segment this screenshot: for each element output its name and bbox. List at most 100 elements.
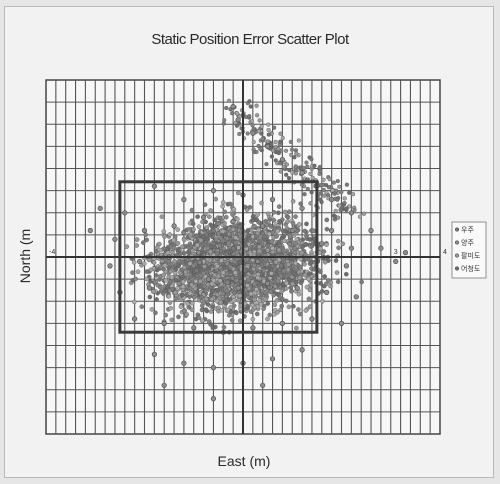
scatter-dot — [268, 289, 274, 295]
scatter-dot — [252, 281, 257, 287]
data-point — [235, 117, 241, 123]
data-point — [97, 205, 103, 211]
scatter-dot — [163, 269, 169, 275]
x-tick-label: -4 — [49, 249, 55, 256]
scatter-dot — [235, 111, 240, 116]
legend-marker — [454, 266, 460, 271]
scatter-dot — [257, 244, 262, 250]
scatter-dot — [155, 282, 160, 288]
scatter-dot — [300, 244, 306, 249]
data-point — [181, 196, 187, 203]
scatter-dot — [226, 240, 232, 246]
scatter-dot — [169, 287, 175, 292]
scatter-dot — [210, 304, 215, 310]
scatter-dot — [172, 290, 178, 296]
scatter-dot — [293, 171, 298, 176]
data-point — [141, 227, 148, 234]
scatter-dot — [287, 167, 292, 173]
scatter-dot — [293, 164, 298, 169]
scatter-dot — [194, 242, 200, 248]
scatter-dot — [335, 197, 340, 202]
scatter-dot — [221, 121, 226, 126]
scatter-dot — [141, 261, 147, 266]
x-tick-labels: -4 3 4 — [49, 249, 447, 256]
scatter-dot — [310, 175, 315, 180]
scatter-dot — [284, 172, 289, 177]
scatter-dot — [276, 291, 282, 297]
scatter-dot — [172, 259, 177, 264]
scatter-dot — [147, 294, 153, 300]
scatter-dot — [230, 275, 235, 281]
scatter-dot — [273, 139, 278, 144]
scatter-dot — [302, 261, 307, 267]
scatter-dot — [269, 239, 274, 244]
scatter-dot — [229, 317, 235, 323]
data-point — [260, 382, 266, 388]
legend-marker — [454, 240, 460, 245]
scatter-dot — [224, 236, 230, 241]
scatter-dot — [342, 201, 347, 206]
scatter-dot — [228, 304, 233, 310]
scatter-dot — [289, 147, 295, 152]
data-point — [338, 320, 345, 327]
scatter-dot — [221, 246, 227, 251]
scatter-dot — [124, 244, 130, 249]
scatter-dot — [318, 197, 323, 202]
scatter-dot — [221, 324, 227, 330]
scatter-dot — [273, 144, 278, 149]
scatter-dot — [178, 304, 184, 310]
scatter-dot — [175, 240, 181, 246]
scatter-dot — [162, 234, 167, 239]
scatter-dot — [290, 170, 295, 175]
scatter-dot — [279, 288, 285, 294]
legend-label: 우주 — [461, 226, 474, 234]
scatter-dot — [230, 111, 235, 116]
data-point — [329, 227, 335, 234]
scatter-dot — [167, 300, 173, 305]
scatter-dot — [185, 301, 190, 307]
scatter-dot — [209, 289, 215, 295]
scatter-dot — [149, 307, 155, 312]
scatter-dot — [219, 218, 225, 224]
scatter-dot — [318, 269, 323, 275]
data-point — [353, 294, 359, 300]
scatter-dot — [306, 276, 311, 282]
scatter-dot — [205, 245, 211, 251]
scatter-dot — [226, 249, 231, 255]
scatter-dot — [188, 243, 194, 249]
data-point — [393, 258, 399, 265]
scatter-dot — [337, 203, 342, 208]
data-point — [161, 382, 167, 388]
scatter-dot — [318, 164, 323, 169]
scatter-dot — [236, 245, 241, 250]
scatter-dot — [281, 233, 287, 239]
scatter-dot — [139, 304, 145, 310]
scatter-dot — [169, 317, 174, 323]
scatter-dot — [268, 224, 274, 229]
scatter-dot — [280, 135, 285, 141]
data-point — [201, 214, 207, 220]
scatter-dot — [251, 224, 256, 230]
scatter-dot — [256, 143, 261, 149]
chart-title: Static Position Error Scatter Plot — [151, 31, 350, 48]
scatter-dot — [231, 298, 237, 303]
scatter-dot — [216, 221, 221, 226]
scatter-dot — [343, 271, 349, 277]
scatter-dot — [339, 189, 344, 195]
scatter-dot — [275, 309, 280, 315]
scatter-dot — [271, 279, 277, 285]
scatter-dot — [331, 180, 336, 185]
scatter-dot — [179, 259, 185, 265]
scatter-dot — [170, 249, 175, 255]
scatter-dot — [248, 104, 253, 109]
data-point — [132, 316, 138, 322]
scatter-dot — [192, 295, 197, 300]
scatter-dot — [255, 275, 261, 281]
scatter-dot — [293, 241, 298, 246]
scatter-dot — [173, 267, 179, 272]
scatter-dot — [302, 272, 308, 278]
scatter-dot — [255, 304, 261, 310]
scatter-dot — [161, 229, 167, 234]
scatter-dot — [153, 273, 159, 278]
legend-label: 어청도 — [461, 264, 481, 273]
